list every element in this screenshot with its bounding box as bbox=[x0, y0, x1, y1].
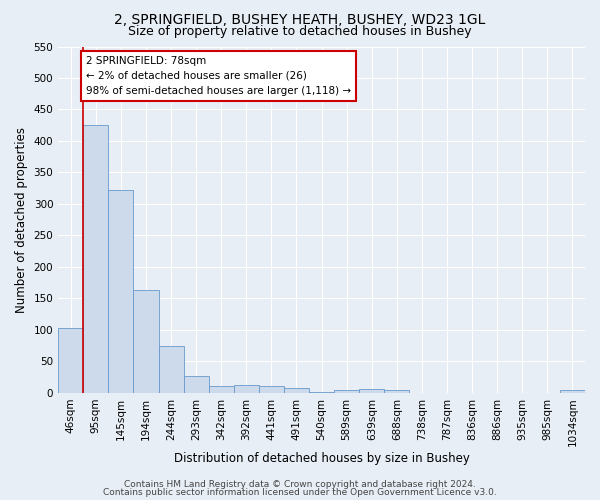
Bar bbox=[334, 390, 359, 393]
Bar bbox=[109, 190, 133, 393]
Bar bbox=[83, 125, 109, 393]
Bar bbox=[560, 390, 585, 393]
Text: Contains public sector information licensed under the Open Government Licence v3: Contains public sector information licen… bbox=[103, 488, 497, 497]
Text: 2 SPRINGFIELD: 78sqm
← 2% of detached houses are smaller (26)
98% of semi-detach: 2 SPRINGFIELD: 78sqm ← 2% of detached ho… bbox=[86, 56, 351, 96]
Bar bbox=[359, 389, 385, 393]
Text: 2, SPRINGFIELD, BUSHEY HEATH, BUSHEY, WD23 1GL: 2, SPRINGFIELD, BUSHEY HEATH, BUSHEY, WD… bbox=[115, 12, 485, 26]
Bar bbox=[309, 392, 334, 393]
Bar bbox=[133, 290, 158, 393]
Bar bbox=[184, 376, 209, 393]
Bar bbox=[209, 386, 234, 393]
Text: Size of property relative to detached houses in Bushey: Size of property relative to detached ho… bbox=[128, 25, 472, 38]
Bar bbox=[234, 385, 259, 393]
Y-axis label: Number of detached properties: Number of detached properties bbox=[15, 126, 28, 312]
Bar bbox=[58, 328, 83, 393]
Text: Contains HM Land Registry data © Crown copyright and database right 2024.: Contains HM Land Registry data © Crown c… bbox=[124, 480, 476, 489]
X-axis label: Distribution of detached houses by size in Bushey: Distribution of detached houses by size … bbox=[173, 452, 470, 465]
Bar bbox=[158, 346, 184, 393]
Bar bbox=[284, 388, 309, 393]
Bar bbox=[385, 390, 409, 393]
Bar bbox=[259, 386, 284, 393]
